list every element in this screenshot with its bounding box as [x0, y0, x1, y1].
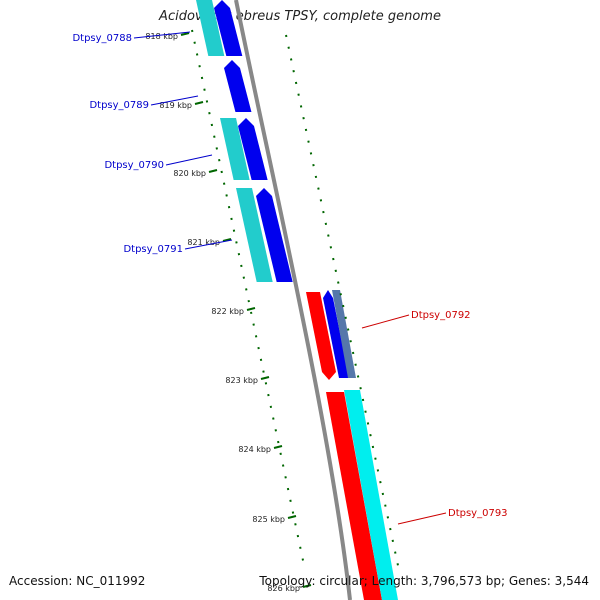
accession-text: Accession: NC_011992 [9, 574, 146, 588]
kbp-tick-label: 826 kbp [267, 584, 300, 593]
reverse-gene-block [196, 0, 225, 56]
gene-label: Dtpsy_0793 [448, 508, 508, 519]
kbp-tick-label: 823 kbp [225, 376, 258, 385]
gene-leader-line [165, 154, 213, 166]
gene-leader-line [133, 31, 191, 39]
kbp-tick [180, 32, 190, 36]
kbp-tick [208, 169, 218, 173]
kbp-tick [273, 445, 283, 449]
gene-label: Dtpsy_0789 [89, 100, 149, 111]
gene-leader-line [397, 512, 447, 525]
kbp-tick [260, 376, 270, 380]
kbp-tick [194, 101, 204, 105]
topology-text: Topology: circular; Length: 3,796,573 bp… [259, 574, 589, 588]
kbp-tick-label: 821 kbp [187, 238, 220, 247]
gene-label: Dtpsy_0788 [72, 33, 132, 44]
label-layer: Dtpsy_0788 Dtpsy_0789 Dtpsy_0790 Dtpsy_0791… [72, 31, 508, 525]
kbp-tick [246, 307, 256, 311]
feature-layer [196, 0, 398, 600]
gene-label: Dtpsy_0791 [123, 244, 183, 255]
reverse-cds-arrow [224, 60, 252, 112]
gene-leader-line [184, 239, 233, 250]
kbp-tick-label: 818 kbp [145, 32, 178, 41]
reverse-gene-block [332, 290, 356, 378]
tick-layer: 818 kbp 819 kbp 820 kbp 821 kbp 822 kbp 823 k… [145, 29, 401, 593]
genome-backbone [234, 0, 352, 600]
reverse-cds-arrow [323, 290, 349, 378]
gene-leader-line [361, 314, 410, 329]
kbp-tick [222, 238, 232, 242]
kbp-tick [302, 584, 312, 588]
kbp-tick [287, 515, 297, 519]
kbp-tick-label: 825 kbp [252, 515, 285, 524]
kbp-tick-label: 822 kbp [211, 307, 244, 316]
gene-label: Dtpsy_0790 [104, 160, 164, 171]
reverse-cds-arrow [256, 188, 293, 282]
reverse-gene-block [220, 118, 250, 180]
outer-tick-track [285, 34, 401, 576]
forward-cds-arrow [326, 392, 382, 600]
kbp-tick-label: 820 kbp [173, 169, 206, 178]
reverse-gene-block [236, 188, 273, 282]
gene-label: Dtpsy_0792 [411, 310, 471, 321]
kbp-tick-label: 824 kbp [238, 445, 271, 454]
kbp-tick-label: 819 kbp [159, 101, 192, 110]
forward-cds-arrow [306, 292, 336, 380]
backbone-layer [234, 0, 352, 600]
reverse-cds-arrow [214, 0, 243, 56]
forward-gene-block [344, 390, 398, 600]
gene-leader-line [150, 95, 199, 106]
reverse-cds-arrow [238, 118, 268, 180]
